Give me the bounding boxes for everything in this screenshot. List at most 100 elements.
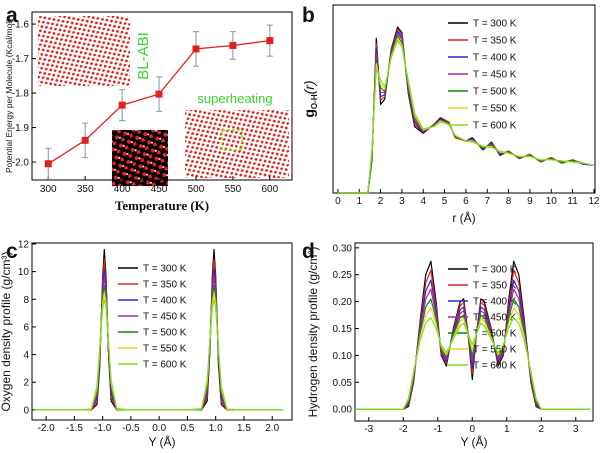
x-tick-label: 9 xyxy=(527,196,533,207)
x-tick-label: 0 xyxy=(335,196,341,207)
legend-label: T = 350 K xyxy=(143,280,187,291)
panel-label: c xyxy=(6,240,18,263)
x-tick-label: 1.0 xyxy=(209,423,223,434)
data-marker xyxy=(266,37,274,45)
x-tick-label: 400 xyxy=(114,184,131,195)
plot-frame xyxy=(332,4,596,194)
annotation: BL-ABI xyxy=(135,32,152,80)
y-axis-title-tail: (r) xyxy=(301,80,317,94)
y-axis-title-main: g xyxy=(301,109,317,118)
legend-label: T = 300 K xyxy=(473,265,517,276)
x-tick-label: 350 xyxy=(77,184,94,195)
x-tick-label: 0.5 xyxy=(180,423,194,434)
plot-frame xyxy=(31,242,293,421)
x-tick-label: 500 xyxy=(188,184,205,195)
legend-label: T = 600 K xyxy=(473,121,517,132)
legend-label: T = 400 K xyxy=(143,296,187,307)
plot-frame xyxy=(31,11,293,181)
y-axis-title: gO-H(r) xyxy=(301,80,319,117)
legend-label: T = 400 K xyxy=(473,297,517,308)
data-line xyxy=(355,260,590,410)
x-tick-label: -2 xyxy=(399,424,408,435)
legend-label: T = 300 K xyxy=(473,19,517,30)
x-tick-label: 0 xyxy=(469,424,475,435)
y-tick-label: 0.30 xyxy=(333,243,353,254)
x-tick-label: -1 xyxy=(433,424,442,435)
y-axis-title: Oxygen density profile (g/cm³) xyxy=(0,251,13,411)
x-tick-label: -1.5 xyxy=(66,423,84,434)
legend-label: T = 550 K xyxy=(143,344,187,355)
x-tick-label: 7 xyxy=(484,196,490,207)
inset-image xyxy=(185,110,289,178)
plot-frame xyxy=(354,242,594,422)
x-tick-label: 3 xyxy=(399,196,405,207)
x-tick-label: 550 xyxy=(225,184,242,195)
y-axis-title-sub: O-H xyxy=(310,94,319,109)
inset-image xyxy=(112,130,168,186)
x-tick-label: 450 xyxy=(151,184,168,195)
y-tick-label: 0.00 xyxy=(333,405,353,416)
x-tick-label: 11 xyxy=(567,196,578,207)
legend-label: T = 600 K xyxy=(473,361,517,372)
x-tick-label: -3 xyxy=(364,424,373,435)
data-line xyxy=(355,317,590,410)
x-tick-label: 600 xyxy=(261,184,278,195)
legend-label: T = 600 K xyxy=(143,360,187,371)
x-tick-label: 0.0 xyxy=(152,423,166,434)
legend-label: T = 450 K xyxy=(143,312,187,323)
x-tick-label: 1 xyxy=(504,424,510,435)
inset-highlight xyxy=(221,129,243,151)
y-tick-label: 2 xyxy=(23,378,29,389)
legend-label: T = 500 K xyxy=(473,329,517,340)
x-axis-title: Y (Å) xyxy=(460,434,487,449)
y-tick-label: -1.8 xyxy=(12,89,30,100)
y-tick-label: 0.05 xyxy=(333,378,353,389)
legend-label: T = 450 K xyxy=(473,313,517,324)
data-marker xyxy=(44,160,52,168)
y-tick-label: 6 xyxy=(23,322,29,333)
x-tick-label: 2.0 xyxy=(265,423,279,434)
panel-label: b xyxy=(302,4,315,27)
x-tick-label: 3 xyxy=(573,424,579,435)
x-tick-label: -0.5 xyxy=(122,423,140,434)
data-marker xyxy=(229,41,237,49)
data-line xyxy=(355,307,590,410)
annotation: superheating xyxy=(197,91,272,106)
y-tick-label: -1.7 xyxy=(12,54,30,65)
x-tick-label: 1.5 xyxy=(237,423,251,434)
x-tick-label: -1.0 xyxy=(94,423,112,434)
y-tick-label: -1.9 xyxy=(12,123,30,134)
data-line xyxy=(337,35,595,194)
panel-label: a xyxy=(6,4,18,27)
x-tick-label: 10 xyxy=(546,196,558,207)
x-tick-label: 2 xyxy=(538,424,544,435)
y-tick-label: 4 xyxy=(23,350,29,361)
data-marker xyxy=(81,136,89,144)
data-line xyxy=(34,298,284,411)
legend-label: T = 550 K xyxy=(473,345,517,356)
x-tick-label: 1 xyxy=(356,196,362,207)
legend-label: T = 500 K xyxy=(143,328,187,339)
legend-label: T = 450 K xyxy=(473,70,517,81)
x-tick-label: 4 xyxy=(420,196,426,207)
y-tick-label: -2.0 xyxy=(12,158,30,169)
data-marker xyxy=(118,101,126,109)
x-axis-title: Y (Å) xyxy=(148,434,175,449)
y-tick-label: 0.10 xyxy=(333,351,353,362)
legend-label: T = 500 K xyxy=(473,87,517,98)
y-tick-label: 12 xyxy=(18,239,30,250)
inset-image xyxy=(38,16,130,86)
y-tick-label: 0 xyxy=(23,405,29,416)
y-tick-label: 0.20 xyxy=(333,297,353,308)
data-line xyxy=(355,279,590,410)
x-axis-title: r (Å) xyxy=(452,210,475,225)
y-axis-title: Potential Energy per Molecule (Kcal/mol) xyxy=(4,19,14,173)
x-tick-label: 300 xyxy=(40,184,57,195)
y-tick-label: 10 xyxy=(18,267,30,278)
legend-label: T = 300 K xyxy=(143,264,187,275)
data-line xyxy=(355,269,590,410)
data-line xyxy=(337,28,594,194)
x-tick-label: 12 xyxy=(588,196,600,207)
y-tick-label: 8 xyxy=(23,295,29,306)
